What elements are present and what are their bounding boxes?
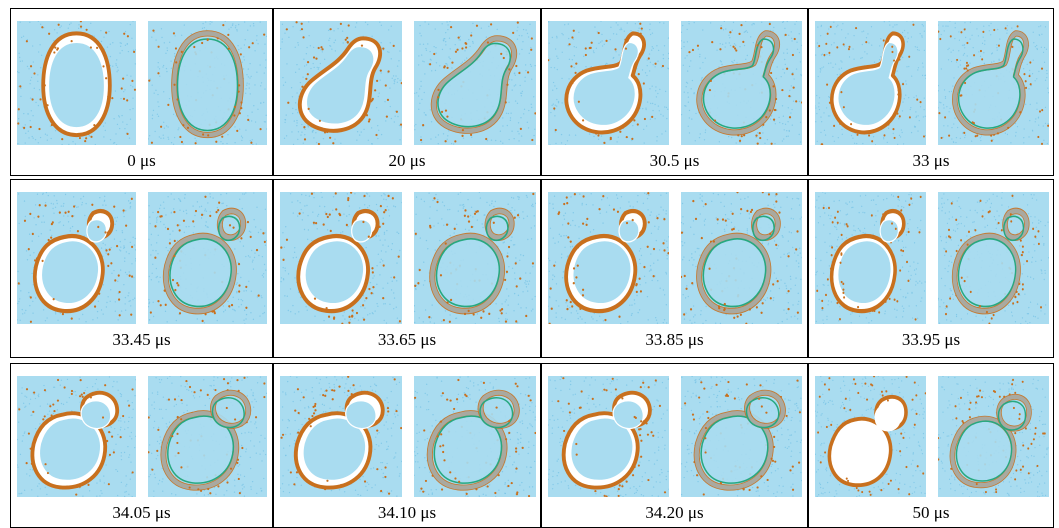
vesicle-cross-section (548, 21, 669, 145)
cross-section-panel (815, 21, 926, 145)
vesicle-cross-section (548, 192, 669, 324)
time-label: 34.05 μs (112, 503, 171, 522)
membrane-panel (681, 21, 802, 145)
membrane-panel (414, 192, 536, 324)
frame-cell: 33.65 μs (273, 179, 541, 358)
time-label: 20 μs (388, 151, 426, 170)
membrane-panel (938, 376, 1049, 497)
time-label: 33.65 μs (377, 330, 437, 349)
vesicle-surface-view (938, 21, 1049, 145)
vesicle-surface-view (938, 376, 1049, 497)
membrane-panel (148, 192, 267, 324)
membrane-panel (148, 21, 267, 145)
time-label: 0 μs (127, 151, 156, 170)
vesicle-cross-section (815, 192, 926, 324)
frame-cell: 34.05 μs (10, 363, 273, 528)
vesicle-cross-section (280, 21, 402, 145)
vesicle-surface-view (681, 21, 802, 145)
vesicle-cross-section (548, 376, 669, 497)
membrane-panel (148, 376, 267, 497)
vesicle-surface-view (148, 376, 267, 497)
frame-cell: 30.5 μs (541, 8, 808, 176)
membrane-panel (414, 376, 536, 497)
cross-section-panel (280, 21, 402, 145)
cross-section-panel (815, 192, 926, 324)
cross-section-panel (548, 376, 669, 497)
vesicle-cross-section (17, 376, 136, 497)
cross-section-panel (548, 192, 669, 324)
vesicle-cross-section (815, 376, 926, 497)
frame-cell: 33.45 μs (10, 179, 273, 358)
vesicle-cross-section (17, 21, 136, 145)
cross-section-panel (17, 376, 136, 497)
vesicle-cross-section (815, 21, 926, 145)
time-label: 33 μs (912, 151, 950, 170)
time-label: 33.45 μs (112, 330, 171, 349)
cross-section-panel (815, 376, 926, 497)
cross-section-panel (280, 192, 402, 324)
time-label: 33.95 μs (901, 330, 961, 349)
vesicle-surface-view (414, 192, 536, 324)
cross-section-panel (548, 21, 669, 145)
cross-section-panel (17, 192, 136, 324)
vesicle-surface-view (938, 192, 1049, 324)
figure-row-3: 34.05 μs 34.10 μs 34.20 μs 50 μs (0, 363, 1059, 528)
frame-cell: 34.20 μs (541, 363, 808, 528)
figure-row-2: 33.45 μs 33.65 μs 33.85 μs 33.95 μs (0, 179, 1059, 358)
vesicle-cross-section (17, 192, 136, 324)
frame-cell: 33 μs (808, 8, 1054, 176)
cross-section-panel (280, 376, 402, 497)
frame-cell: 20 μs (273, 8, 541, 176)
vesicle-surface-view (148, 192, 267, 324)
vesicle-cross-section (280, 192, 402, 324)
time-label: 30.5 μs (649, 151, 700, 170)
cross-section-panel (17, 21, 136, 145)
vesicle-surface-view (681, 376, 802, 497)
time-label: 34.10 μs (377, 503, 437, 522)
figure-row-1: 0 μs 20 μs 30.5 μs 33 μs (0, 8, 1059, 176)
vesicle-surface-view (414, 376, 536, 497)
vesicle-surface-view (681, 192, 802, 324)
frame-cell: 0 μs (10, 8, 273, 176)
time-label: 34.20 μs (645, 503, 704, 522)
membrane-panel (938, 192, 1049, 324)
vesicle-surface-view (414, 21, 536, 145)
frame-cell: 33.85 μs (541, 179, 808, 358)
time-label: 50 μs (912, 503, 950, 522)
time-label: 33.85 μs (645, 330, 704, 349)
membrane-panel (938, 21, 1049, 145)
frame-cell: 34.10 μs (273, 363, 541, 528)
membrane-panel (681, 376, 802, 497)
frame-cell: 33.95 μs (808, 179, 1054, 358)
membrane-panel (414, 21, 536, 145)
membrane-panel (681, 192, 802, 324)
frame-cell: 50 μs (808, 363, 1054, 528)
vesicle-cross-section (280, 376, 402, 497)
vesicle-surface-view (148, 21, 267, 145)
